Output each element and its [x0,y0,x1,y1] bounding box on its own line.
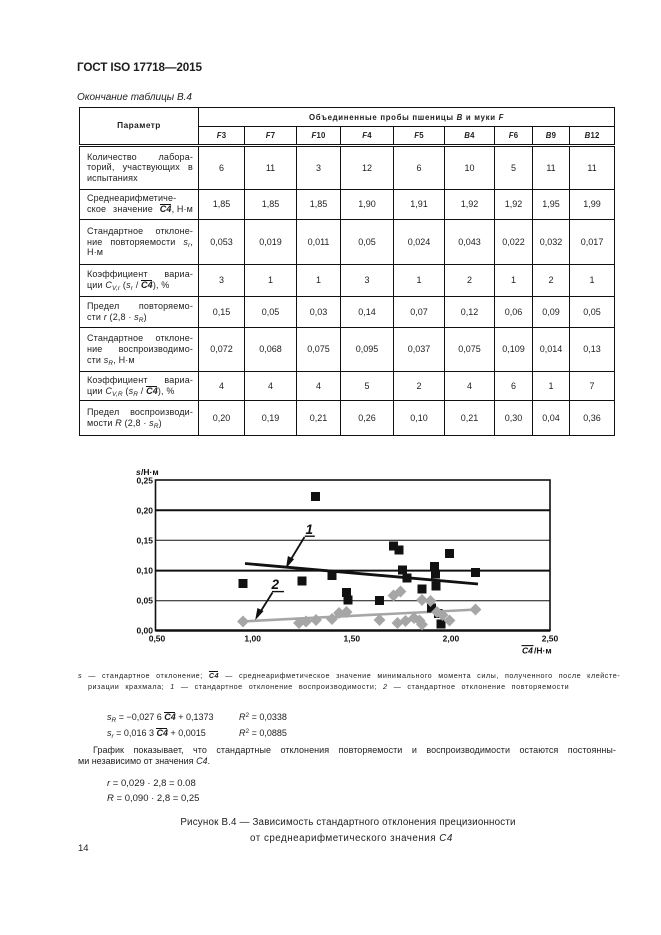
svg-text:0,25: 0,25 [136,476,153,486]
svg-text:0,00: 0,00 [136,626,153,636]
svg-text:/Н·м: /Н·м [534,646,552,656]
svg-text:2: 2 [271,577,280,592]
svg-text:0,20: 0,20 [136,506,153,516]
svg-text:2,00: 2,00 [443,634,460,644]
svg-text:0,05: 0,05 [136,596,153,606]
svg-text:1: 1 [306,522,314,537]
svg-text:0,50: 0,50 [149,634,166,644]
svg-text:s: s [136,467,141,477]
svg-text:/Н·м: /Н·м [141,467,159,477]
svg-text:2,50: 2,50 [542,634,559,644]
svg-text:0,10: 0,10 [136,566,153,576]
svg-text:1,00: 1,00 [244,634,261,644]
svg-text:1,50: 1,50 [344,634,361,644]
svg-text:С4: С4 [522,646,533,656]
svg-text:0,15: 0,15 [136,536,153,546]
